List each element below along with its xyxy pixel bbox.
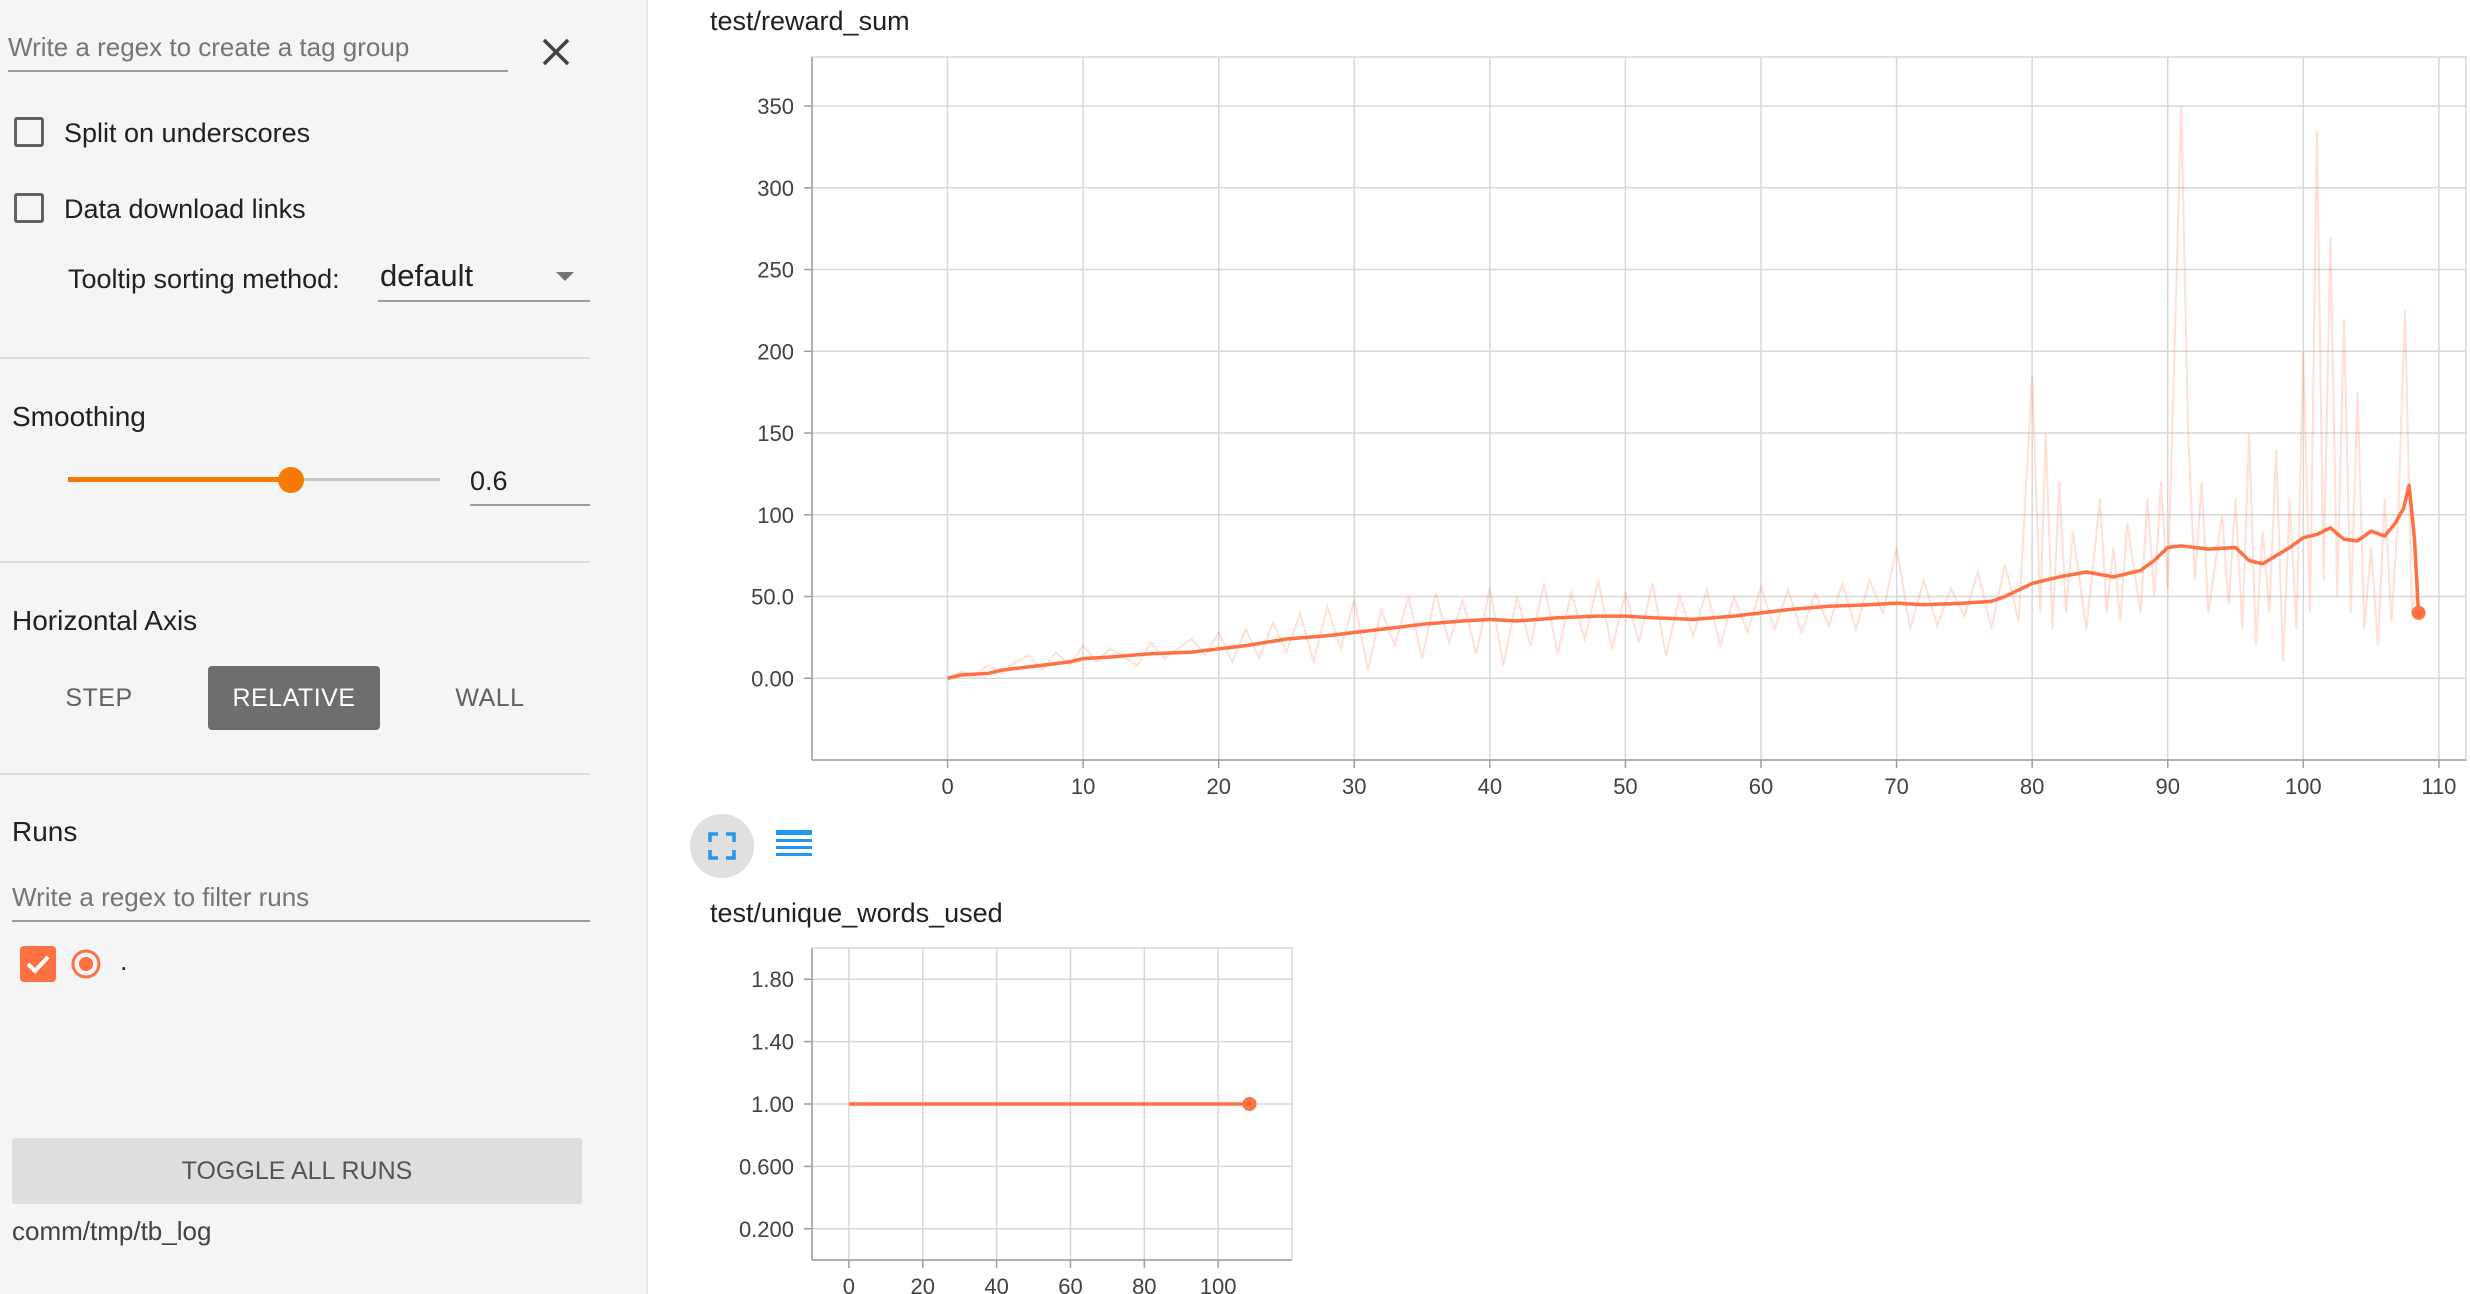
horizontal-axis-title: Horizontal Axis — [12, 605, 198, 636]
tooltip-sorting-label: Tooltip sorting method: — [68, 264, 340, 294]
y-tick-label: 350 — [757, 94, 794, 119]
divider — [0, 561, 590, 563]
close-icon[interactable] — [538, 34, 574, 70]
runs-title: Runs — [12, 816, 78, 847]
reward-sum-chart: 0 10 20 30 40 50 60 70 80 90 100 110 0.00 50.0 100 150 2… — [751, 56, 2467, 799]
x-tick-label: 110 — [2421, 774, 2456, 799]
smoothing-slider[interactable] — [68, 464, 440, 496]
y-tick-label: 0.200 — [739, 1217, 794, 1242]
plot-frame — [811, 56, 2467, 761]
runs-filter-input[interactable]: Write a regex to filter runs — [12, 882, 310, 912]
tooltip-sorting-select[interactable]: default — [378, 256, 590, 300]
x-tick-label: 70 — [1884, 774, 1908, 799]
data-download-label: Data download links — [64, 194, 306, 224]
x-tick-label: 40 — [1478, 774, 1502, 799]
final-data-point — [1242, 1097, 1257, 1111]
sidebar: Write a regex to create a tag group Spli… — [0, 0, 648, 1294]
x-tick-label: 0 — [843, 1274, 855, 1294]
run-name: . — [120, 946, 128, 976]
axis-step-button[interactable]: STEP — [65, 684, 133, 712]
chart-title-reward-sum: test/reward_sum — [710, 6, 910, 36]
x-tick-label: 60 — [1058, 1274, 1082, 1294]
fullscreen-icon — [708, 832, 736, 860]
divider — [0, 357, 590, 359]
y-tick-label: 0.00 — [751, 666, 794, 691]
smoothing-value-input[interactable]: 0.6 — [470, 466, 508, 496]
y-tick-label: 1.80 — [751, 967, 794, 992]
smoothing-value-underline — [470, 504, 590, 506]
y-tick-label: 250 — [757, 258, 794, 283]
x-tick-label: 60 — [1749, 774, 1773, 799]
smoothed-series-line — [947, 483, 2421, 680]
runs-filter-underline — [12, 920, 590, 922]
checkmark-icon — [26, 955, 50, 974]
tag-group-underline — [8, 70, 508, 72]
y-tick-label: 1.40 — [751, 1030, 794, 1055]
data-table-button[interactable] — [774, 826, 814, 866]
slider-fill — [68, 477, 292, 482]
run-color-radio[interactable] — [70, 948, 102, 980]
x-tick-label: 80 — [2020, 774, 2044, 799]
x-tick-label: 50 — [1613, 774, 1637, 799]
y-tick-label: 0.600 — [739, 1154, 794, 1179]
slider-thumb[interactable] — [278, 467, 305, 493]
x-tick-label: 100 — [1200, 1274, 1237, 1294]
split-underscores-checkbox[interactable] — [14, 117, 44, 147]
x-tick-label: 100 — [2285, 774, 2322, 799]
x-tick-label: 20 — [1206, 774, 1230, 799]
split-underscores-label: Split on underscores — [64, 118, 311, 148]
data-download-checkbox[interactable] — [14, 193, 44, 223]
chart-title-unique-words: test/unique_words_used — [710, 898, 1003, 928]
x-tick-label: 90 — [2155, 774, 2179, 799]
tooltip-sorting-underline — [378, 300, 590, 302]
raw-series-line — [947, 105, 2420, 680]
y-tick-label: 1.00 — [751, 1092, 794, 1117]
tooltip-sorting-value: default — [380, 258, 474, 293]
radio-icon — [71, 949, 101, 979]
log-dir-label: comm/tmp/tb_log — [12, 1216, 212, 1246]
run-checkbox[interactable] — [20, 946, 56, 982]
y-tick-label: 50.0 — [751, 585, 794, 610]
toggle-all-runs-button[interactable]: TOGGLE ALL RUNS — [12, 1138, 582, 1204]
axis-wall-button[interactable]: WALL — [455, 684, 525, 712]
x-tick-label: 10 — [1071, 774, 1095, 799]
y-tick-label: 300 — [757, 176, 794, 201]
smoothing-title: Smoothing — [12, 401, 146, 432]
x-tick-label: 20 — [911, 1274, 935, 1294]
y-tick-label: 100 — [757, 503, 794, 528]
unique-words-chart: 0 20 40 60 80 100 0.200 0.600 1.00 1.40 1.80 — [739, 947, 1293, 1294]
chevron-down-icon — [556, 272, 574, 281]
x-tick-label: 80 — [1132, 1274, 1156, 1294]
x-tick-label: 30 — [1342, 774, 1366, 799]
fullscreen-button[interactable] — [690, 814, 754, 878]
list-icon — [776, 830, 812, 856]
x-tick-label: 0 — [941, 774, 953, 799]
divider — [0, 773, 590, 775]
y-tick-label: 150 — [757, 421, 794, 446]
y-tick-label: 200 — [757, 339, 794, 364]
x-tick-label: 40 — [984, 1274, 1008, 1294]
final-data-point — [2411, 605, 2426, 620]
axis-relative-button[interactable]: RELATIVE — [208, 666, 380, 730]
tag-group-input[interactable]: Write a regex to create a tag group — [8, 32, 410, 62]
